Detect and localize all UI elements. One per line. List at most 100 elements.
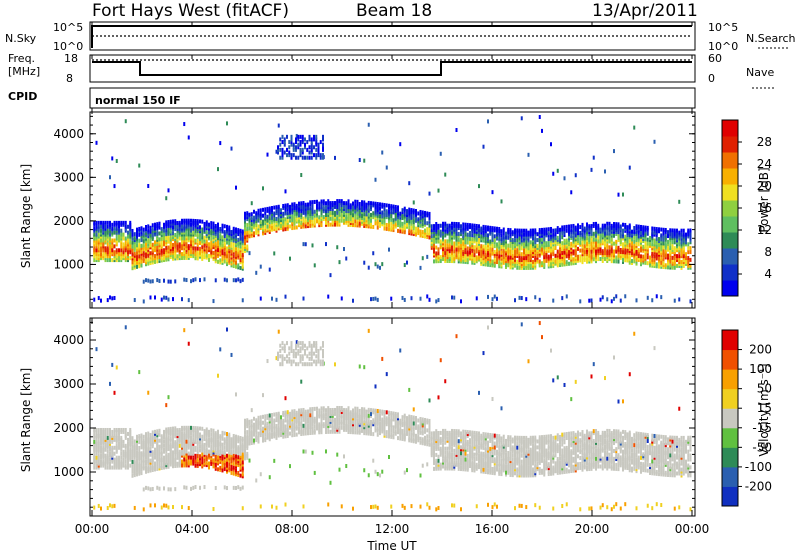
data-cell — [167, 452, 170, 457]
data-cell — [190, 435, 192, 440]
data-cell — [615, 239, 618, 244]
data-cell — [235, 392, 237, 397]
data-cell — [327, 222, 330, 227]
data-cell — [613, 233, 615, 238]
data-cell — [160, 505, 163, 510]
data-cell — [100, 445, 102, 450]
data-cell — [194, 459, 197, 464]
data-cell — [480, 234, 483, 239]
data-cell — [232, 449, 235, 454]
data-cell — [241, 229, 244, 234]
data-cell — [570, 234, 573, 239]
data-cell — [212, 458, 215, 463]
data-cell — [446, 251, 449, 256]
data-cell — [163, 486, 165, 491]
data-cell — [435, 222, 438, 227]
data-cell — [651, 242, 654, 247]
data-cell — [174, 219, 177, 224]
data-cell — [203, 221, 206, 226]
data-cell — [498, 236, 501, 241]
data-cell — [122, 232, 125, 237]
data-cell — [399, 142, 402, 147]
data-cell — [172, 242, 174, 247]
data-cell — [574, 225, 577, 230]
data-cell — [158, 254, 161, 259]
data-cell — [451, 245, 453, 250]
data-cell — [421, 256, 424, 261]
data-cell — [187, 232, 190, 237]
data-cell — [275, 297, 278, 302]
data-cell — [469, 230, 471, 235]
data-cell — [642, 225, 645, 230]
data-cell — [299, 140, 302, 145]
data-cell — [437, 251, 440, 256]
data-cell — [289, 204, 291, 209]
data-cell — [124, 427, 127, 432]
data-cell — [295, 137, 297, 142]
data-cell — [192, 433, 195, 438]
data-cell — [520, 116, 523, 121]
noise-left-label: N.Sky — [5, 32, 37, 45]
data-cell — [507, 227, 510, 232]
data-cell — [478, 238, 480, 243]
data-cell — [111, 226, 114, 231]
data-cell — [399, 211, 402, 216]
data-cell — [100, 224, 102, 229]
data-cell — [496, 248, 498, 253]
data-cell — [201, 227, 204, 232]
data-cell — [345, 201, 348, 206]
data-cell — [509, 232, 512, 237]
data-cell — [131, 244, 134, 249]
data-cell — [154, 248, 156, 253]
data-cell — [95, 220, 98, 225]
data-cell — [208, 437, 210, 442]
data-cell — [678, 246, 681, 251]
data-cell — [145, 278, 147, 283]
data-cell — [329, 273, 332, 278]
data-cell — [174, 248, 177, 253]
data-cell — [201, 460, 204, 465]
data-cell — [145, 449, 147, 454]
data-cell — [453, 221, 456, 226]
data-cell — [496, 226, 498, 231]
data-cell — [93, 297, 96, 302]
data-cell — [100, 246, 102, 251]
data-cell — [158, 237, 161, 242]
data-cell — [151, 434, 154, 439]
data-cell — [453, 245, 456, 250]
data-cell — [208, 461, 210, 466]
data-cell — [457, 237, 460, 242]
data-cell — [606, 221, 609, 226]
data-cell — [183, 224, 186, 229]
data-cell — [415, 216, 417, 221]
data-cell — [622, 192, 624, 197]
data-cell — [687, 246, 690, 251]
data-cell — [500, 199, 503, 204]
data-cell — [199, 246, 201, 251]
data-cell — [509, 243, 512, 248]
data-cell — [217, 439, 219, 444]
data-cell — [340, 296, 343, 301]
data-cell — [187, 439, 190, 444]
data-cell — [559, 227, 561, 232]
data-cell — [156, 259, 159, 264]
data-cell — [597, 239, 600, 244]
data-cell — [118, 427, 120, 432]
data-cell — [383, 206, 386, 211]
data-cell — [156, 255, 159, 260]
data-cell — [275, 205, 278, 210]
data-cell — [315, 137, 318, 142]
data-cell — [302, 201, 305, 206]
data-cell — [205, 461, 208, 466]
data-cell — [154, 222, 156, 227]
data-cell — [676, 263, 678, 268]
data-cell — [385, 209, 388, 214]
data-cell — [408, 229, 411, 234]
data-cell — [599, 257, 602, 262]
data-cell — [156, 222, 159, 227]
data-cell — [124, 224, 127, 229]
data-cell — [646, 241, 649, 246]
data-cell — [106, 427, 109, 432]
data-cell — [100, 238, 102, 243]
data-cell — [93, 232, 96, 237]
